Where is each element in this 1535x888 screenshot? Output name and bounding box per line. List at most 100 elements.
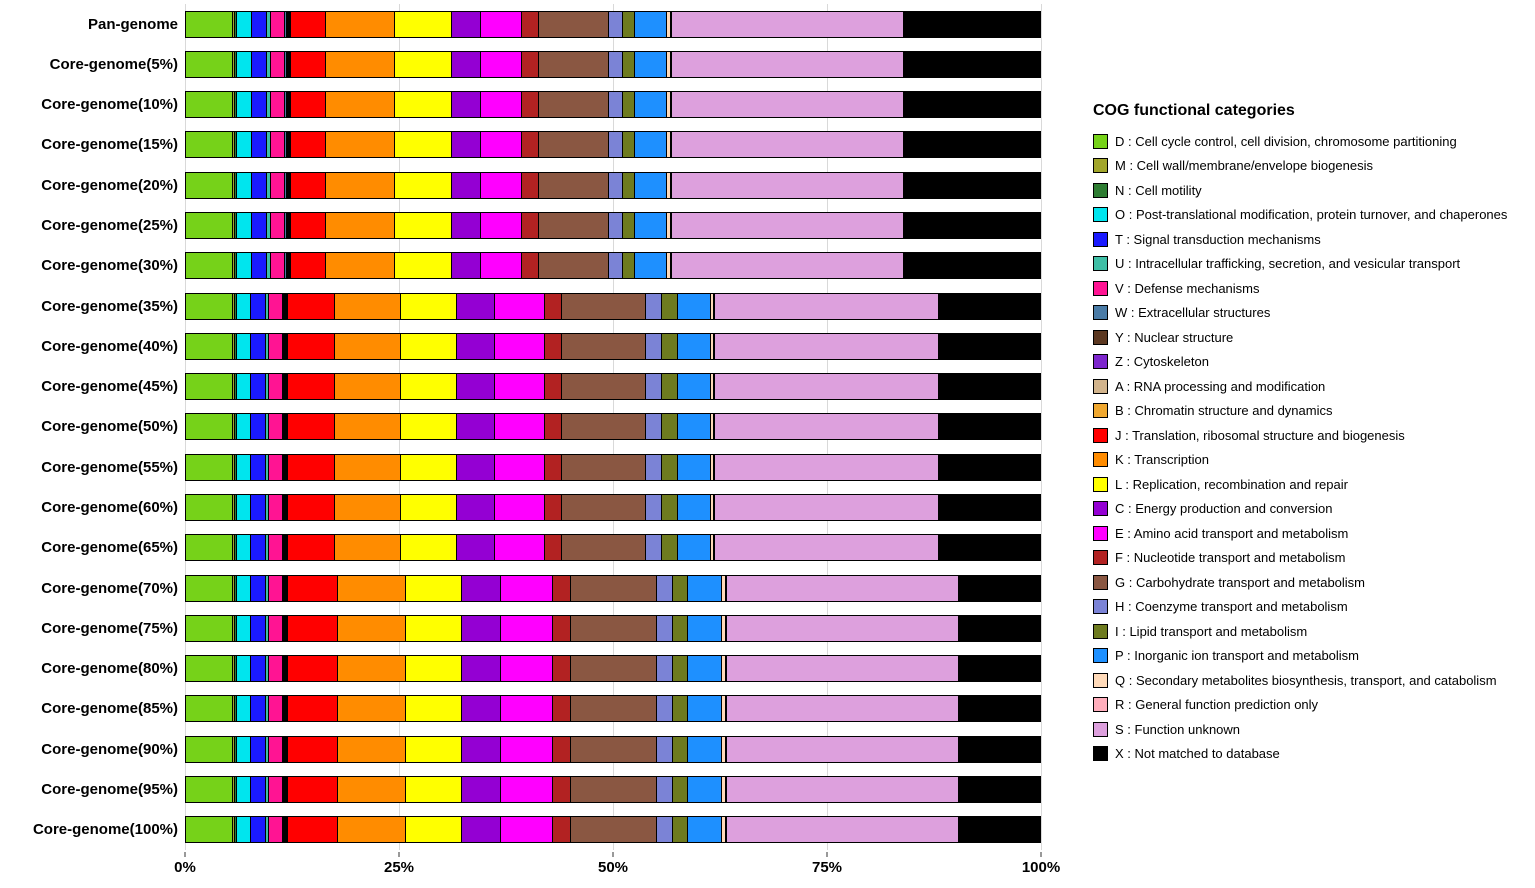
bar-segment-P bbox=[677, 374, 711, 400]
bar-segment-U bbox=[265, 535, 270, 561]
bar-segment-X bbox=[939, 333, 1040, 359]
bar-segment-A bbox=[285, 414, 287, 440]
bar-segment-F bbox=[552, 575, 572, 601]
bar-segment-M bbox=[232, 454, 236, 480]
bar-segment-Q bbox=[710, 495, 715, 521]
stacked-bar bbox=[185, 775, 1041, 803]
legend-swatch-C bbox=[1093, 501, 1108, 517]
bar-segment-W bbox=[282, 736, 285, 762]
row-label: Core-genome(95%) bbox=[41, 780, 178, 798]
bar-segment-H bbox=[645, 535, 663, 561]
bar-segment-S bbox=[726, 736, 959, 762]
bar-segment-L bbox=[401, 333, 457, 359]
bar-segment-F bbox=[521, 11, 539, 37]
bar-segment-B bbox=[287, 656, 289, 682]
bar-segment-M bbox=[232, 656, 236, 682]
bar-segment-W bbox=[285, 51, 287, 77]
chart-row: Core-genome(10%) bbox=[0, 85, 1041, 125]
bar-segment-A bbox=[285, 454, 287, 480]
bar-segment-S bbox=[671, 51, 904, 77]
legend-item: N : Cell motility bbox=[1093, 178, 1535, 203]
bar-segment-R bbox=[725, 817, 727, 843]
bar-segment-Z bbox=[287, 213, 289, 239]
bar-segment-T bbox=[252, 213, 267, 239]
bar-segment-B bbox=[287, 615, 289, 641]
bar-segment-R bbox=[725, 615, 727, 641]
bar-segment-S bbox=[715, 454, 940, 480]
x-tick-mark bbox=[1040, 852, 1042, 857]
bar-segment-U bbox=[266, 213, 271, 239]
legend-item: M : Cell wall/membrane/envelope biogenes… bbox=[1093, 154, 1535, 179]
bar-segment-B bbox=[286, 454, 288, 480]
bar-segment-T bbox=[251, 495, 266, 521]
bar-segment-Q bbox=[667, 213, 671, 239]
bar-segment-J bbox=[290, 51, 327, 77]
bar-segment-H bbox=[645, 374, 663, 400]
x-tick-mark bbox=[826, 852, 828, 857]
bar-segment-Q bbox=[722, 615, 726, 641]
bar-segment-Z bbox=[284, 414, 286, 440]
bar-segment-E bbox=[480, 11, 522, 37]
bar-segment-V bbox=[269, 615, 283, 641]
bar-segment-J bbox=[287, 454, 335, 480]
bar-segment-T bbox=[251, 575, 266, 601]
bar-segment-I bbox=[662, 333, 678, 359]
bar-segment-T bbox=[252, 51, 267, 77]
legend-label: S : Function unknown bbox=[1115, 721, 1241, 737]
bar-segment-A bbox=[285, 333, 287, 359]
bar-segment-J bbox=[290, 92, 327, 118]
bar-segment-I bbox=[662, 293, 678, 319]
bar-segment-E bbox=[495, 535, 545, 561]
bar-segment-J bbox=[287, 374, 335, 400]
bar-segment-Z bbox=[284, 535, 286, 561]
bar-segment-T bbox=[252, 172, 267, 198]
bar-segment-H bbox=[656, 776, 673, 802]
bar-segment-C bbox=[462, 656, 502, 682]
bar-segment-I bbox=[622, 253, 635, 279]
bar-segment-P bbox=[634, 92, 668, 118]
bar-segment-E bbox=[501, 656, 553, 682]
legend-item: D : Cell cycle control, cell division, c… bbox=[1093, 129, 1535, 154]
bar-segment-Y bbox=[286, 132, 288, 158]
bar-segment-W bbox=[285, 92, 287, 118]
bar-segment-W bbox=[282, 293, 284, 319]
bar-segment-L bbox=[394, 253, 452, 279]
bar-segment-G bbox=[571, 817, 657, 843]
bar-segment-P bbox=[688, 776, 723, 802]
bar-segment-O bbox=[236, 132, 253, 158]
bar-segment-L bbox=[394, 172, 452, 198]
bar-segment-J bbox=[290, 11, 327, 37]
bar-segment-F bbox=[552, 776, 572, 802]
row-label: Core-genome(85%) bbox=[41, 700, 178, 718]
bar-segment-X bbox=[903, 253, 1040, 279]
row-label: Core-genome(10%) bbox=[41, 96, 178, 114]
bar-segment-I bbox=[672, 776, 689, 802]
bar-segment-G bbox=[538, 92, 610, 118]
bar-segment-B bbox=[286, 333, 288, 359]
bar-segment-J bbox=[288, 696, 338, 722]
legend-item: Q : Secondary metabolites biosynthesis, … bbox=[1093, 668, 1535, 693]
bar-segment-Q bbox=[722, 817, 726, 843]
bar-segment-D bbox=[186, 132, 233, 158]
legend-label: B : Chromatin structure and dynamics bbox=[1115, 403, 1333, 419]
bar-segment-M bbox=[232, 132, 236, 158]
bar-segment-K bbox=[334, 454, 402, 480]
legend-label: E : Amino acid transport and metabolism bbox=[1115, 525, 1349, 541]
bar-segment-K bbox=[326, 253, 395, 279]
legend-swatch-L bbox=[1093, 476, 1108, 492]
bar-segment-I bbox=[622, 172, 635, 198]
bar-segment-K bbox=[334, 414, 402, 440]
bar-segment-R bbox=[714, 374, 716, 400]
bar-segment-Z bbox=[287, 132, 289, 158]
bar-segment-U bbox=[266, 51, 271, 77]
legend-label: D : Cell cycle control, cell division, c… bbox=[1115, 133, 1457, 149]
bar-segment-N bbox=[235, 293, 237, 319]
legend-swatch-G bbox=[1093, 574, 1108, 590]
bar-segment-J bbox=[288, 575, 338, 601]
x-tick-label: 100% bbox=[1021, 859, 1061, 876]
legend-label: Q : Secondary metabolites biosynthesis, … bbox=[1115, 672, 1497, 688]
bar-segment-H bbox=[656, 696, 673, 722]
chart-row: Core-genome(50%) bbox=[0, 407, 1041, 447]
legend-label: C : Energy production and conversion bbox=[1115, 501, 1333, 517]
bar-segment-R bbox=[725, 736, 727, 762]
